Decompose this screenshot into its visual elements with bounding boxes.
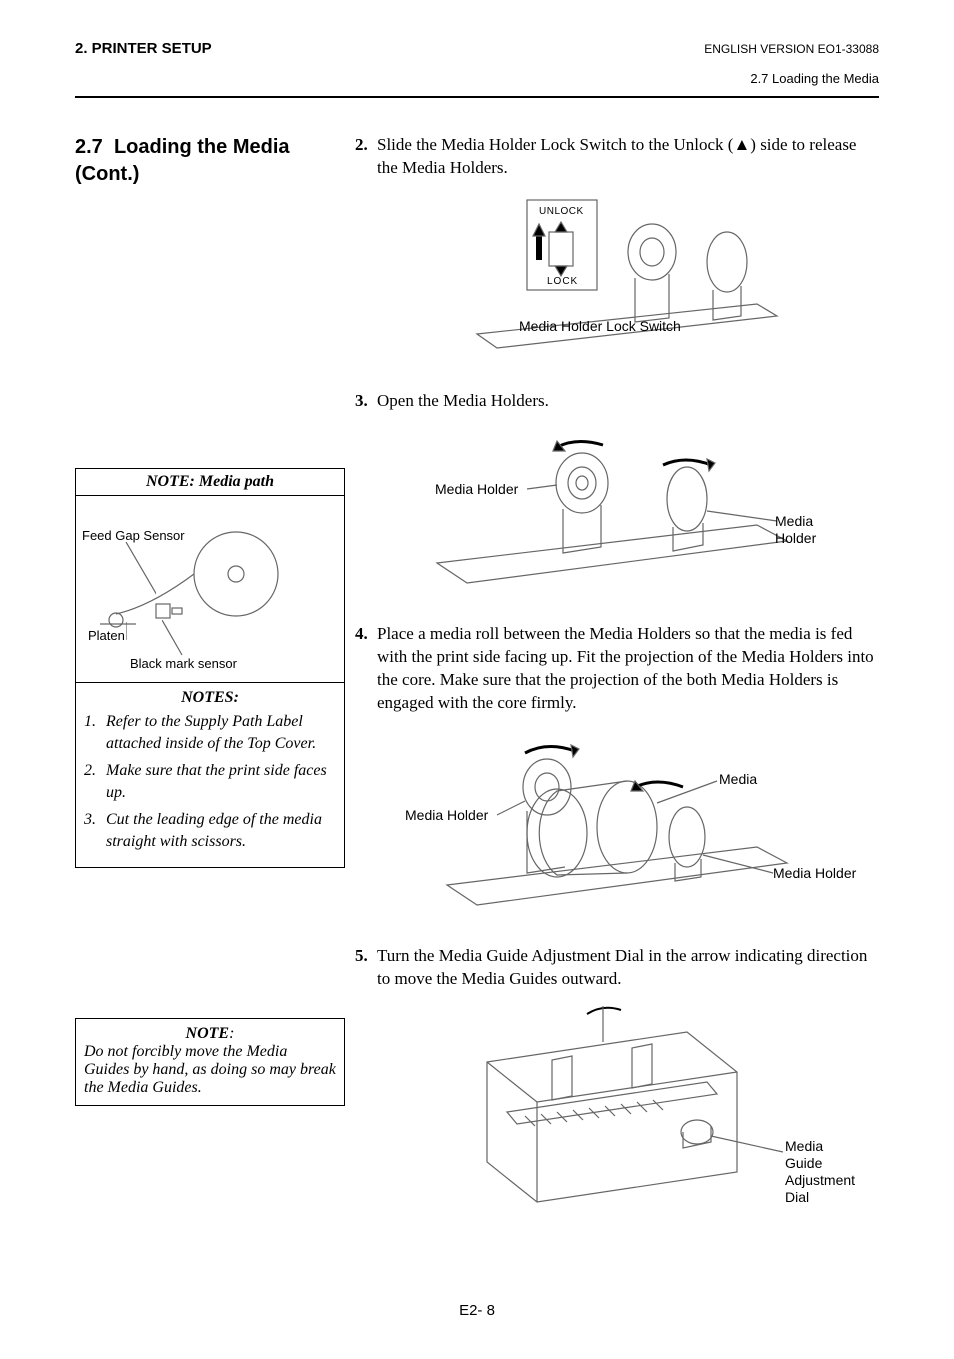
step-2-num: 2. (355, 134, 377, 180)
subheader-right: 2.7 Loading the Media (75, 71, 879, 86)
note-2-num: 2. (84, 760, 106, 803)
step-3-num: 3. (355, 390, 377, 413)
feed-gap-leader-icon (116, 542, 156, 602)
note-box-media-path: NOTE: Media path Feed Gap Sensor Platen (75, 468, 345, 683)
notes-list-title: NOTES: (84, 689, 336, 707)
header-right: ENGLISH VERSION EO1-33088 (704, 42, 879, 56)
header-left: 2. PRINTER SETUP (75, 40, 212, 57)
media-path-svg (76, 496, 324, 676)
note-media-path-title: NOTE: Media path (76, 473, 344, 496)
lock-switch-label: Media Holder Lock Switch (519, 318, 681, 335)
step-3: 3. Open the Media Holders. (355, 390, 879, 413)
lock-switch-svg (437, 192, 797, 362)
note-1-text: Refer to the Supply Path Label attached … (106, 711, 336, 754)
fig3-left-label: Media Holder (405, 807, 488, 824)
step-2-text: Slide the Media Holder Lock Switch to th… (377, 134, 879, 180)
step-4-num: 4. (355, 623, 377, 715)
header-divider (75, 96, 879, 98)
note-guides-text: Do not forcibly move the Media Guides by… (84, 1043, 336, 1097)
step-3-text: Open the Media Holders. (377, 390, 879, 413)
fig3-media-label: Media (719, 771, 757, 788)
header-row: 2. PRINTER SETUP ENGLISH VERSION EO1-330… (75, 40, 879, 57)
open-holders-svg (377, 425, 857, 595)
media-path-diagram: Feed Gap Sensor Platen Black mark sensor (76, 496, 344, 676)
note-box-notes-list: NOTES: 1. Refer to the Supply Path Label… (75, 682, 345, 868)
step-2: 2. Slide the Media Holder Lock Switch to… (355, 134, 879, 180)
spacer-2 (75, 868, 345, 1008)
feed-gap-sensor-label: Feed Gap Sensor (82, 528, 185, 543)
note-guides-title-row: NOTE: (84, 1025, 336, 1043)
note-guides-title: NOTE (186, 1025, 230, 1042)
note-2-text: Make sure that the print side faces up. (106, 760, 336, 803)
note-item-1: 1. Refer to the Supply Path Label attach… (84, 711, 336, 754)
section-title-text: Loading the Media (Cont.) (75, 136, 290, 185)
content-columns: 2.7 Loading the Media (Cont.) NOTE: Medi… (75, 134, 879, 1232)
section-number: 2.7 (75, 136, 103, 158)
platen-leader-icon (126, 622, 146, 642)
notes-list: 1. Refer to the Supply Path Label attach… (84, 711, 336, 853)
note-1-num: 1. (84, 711, 106, 754)
spacer (75, 198, 345, 458)
right-column: 2. Slide the Media Holder Lock Switch to… (355, 134, 879, 1232)
note-item-2: 2. Make sure that the print side faces u… (84, 760, 336, 803)
lock-label: LOCK (547, 276, 578, 288)
note-3-num: 3. (84, 809, 106, 852)
figure-place-roll: Media Holder Media Media Holder (355, 727, 879, 917)
step-5: 5. Turn the Media Guide Adjustment Dial … (355, 945, 879, 991)
step-5-text: Turn the Media Guide Adjustment Dial in … (377, 945, 879, 991)
note-item-3: 3. Cut the leading edge of the media str… (84, 809, 336, 852)
fig2-left-label: Media Holder (435, 481, 518, 498)
section-title: 2.7 Loading the Media (Cont.) (75, 134, 345, 188)
unlock-label: UNLOCK (539, 206, 584, 218)
figure-lock-switch: UNLOCK LOCK Media Holder Lock Switch (355, 192, 879, 362)
note-guides-colon: : (229, 1025, 234, 1042)
page-number: E2- 8 (75, 1302, 879, 1319)
step-4-text: Place a media roll between the Media Hol… (377, 623, 879, 715)
fig3-right-label: Media Holder (773, 865, 856, 882)
left-column: 2.7 Loading the Media (Cont.) NOTE: Medi… (75, 134, 355, 1232)
step-5-num: 5. (355, 945, 377, 991)
fig4-dial-label: Media Guide Adjustment Dial (785, 1138, 857, 1205)
fig2-right-label: Media Holder (775, 513, 857, 547)
black-mark-leader-icon (162, 620, 192, 660)
figure-guide-dial: Media Guide Adjustment Dial (355, 1002, 879, 1222)
page-container: 2. PRINTER SETUP ENGLISH VERSION EO1-330… (0, 0, 954, 1359)
note-box-media-guides: NOTE: Do not forcibly move the Media Gui… (75, 1018, 345, 1106)
platen-label: Platen (88, 628, 125, 643)
figure-open-holders: Media Holder Media Holder (355, 425, 879, 595)
note-3-text: Cut the leading edge of the media straig… (106, 809, 336, 852)
step-4: 4. Place a media roll between the Media … (355, 623, 879, 715)
